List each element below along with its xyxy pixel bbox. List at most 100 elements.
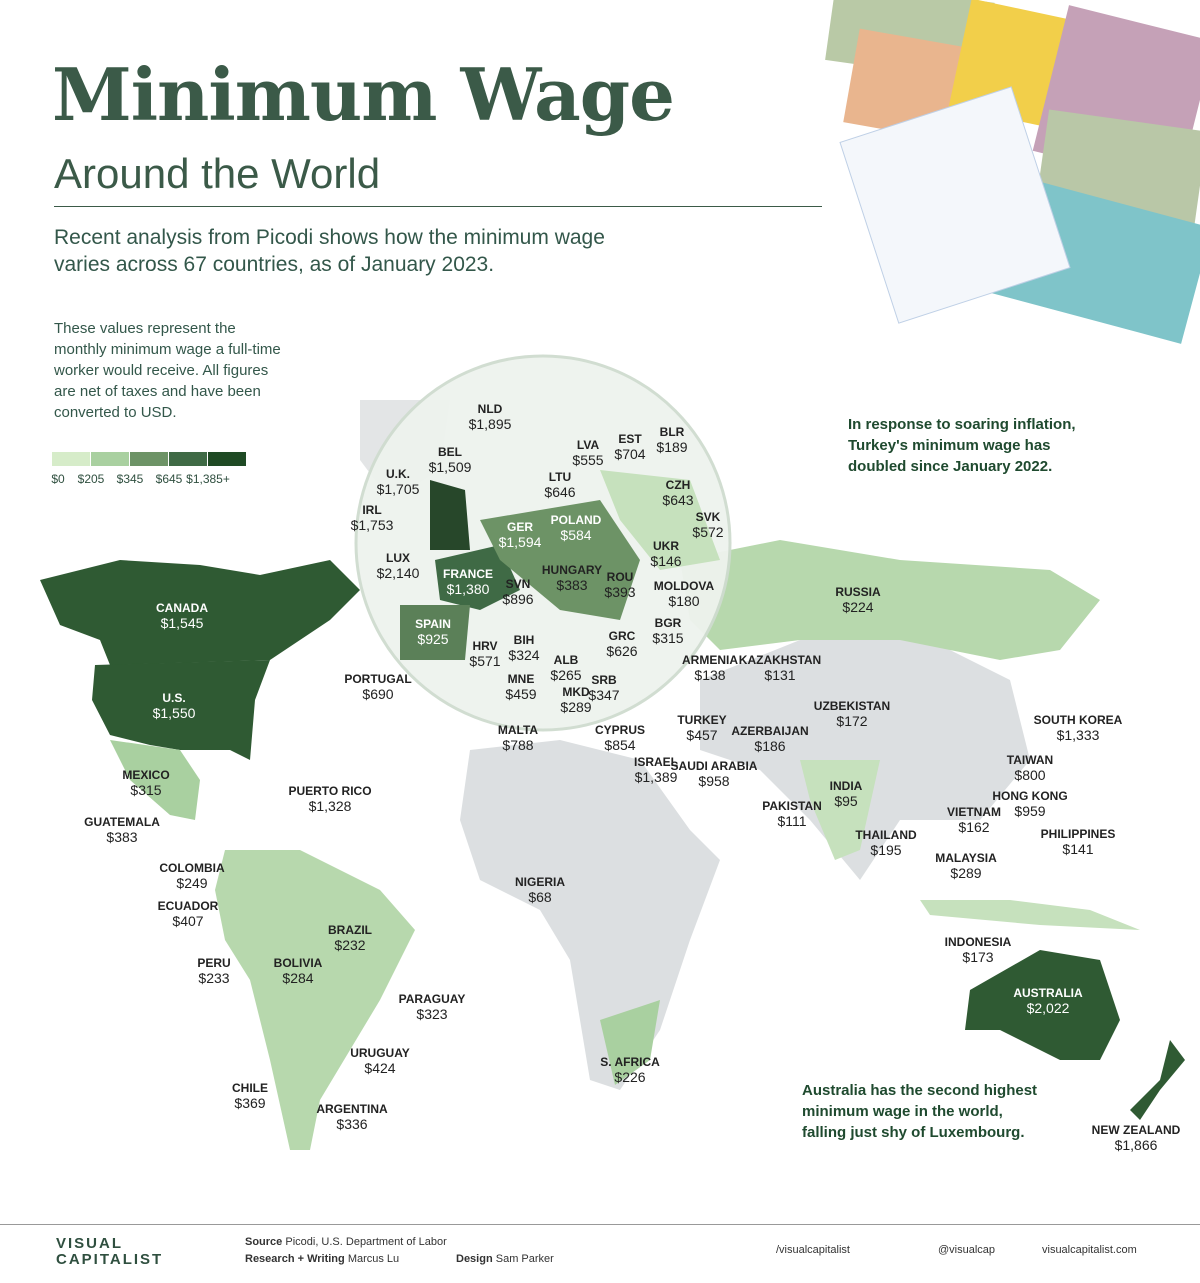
country-wage: $323 bbox=[416, 1006, 448, 1022]
country-wage: $690 bbox=[362, 686, 394, 702]
country-name: INDIA bbox=[829, 779, 863, 793]
country-label: U.S. $1,550 bbox=[153, 691, 196, 722]
country-wage: $1,545 bbox=[160, 615, 204, 631]
youtube-link[interactable]: /visualcapitalist bbox=[776, 1244, 850, 1256]
country-wage: $1,866 bbox=[1114, 1137, 1158, 1153]
new-zealand bbox=[1130, 1040, 1185, 1120]
country-wage: $138 bbox=[694, 667, 726, 683]
country-label: SAUDI ARABIA $958 bbox=[671, 759, 758, 790]
country-name: PUERTO RICO bbox=[288, 784, 372, 798]
country-label: UZBEKISTAN $172 bbox=[814, 699, 890, 730]
note: These values represent the monthly minim… bbox=[54, 320, 281, 421]
russia bbox=[680, 540, 1100, 660]
central-europe bbox=[480, 500, 640, 620]
source: Source Picodi, U.S. Department of Labor bbox=[245, 1236, 447, 1248]
country-name: RUSSIA bbox=[835, 585, 881, 599]
country-wage: $111 bbox=[777, 813, 807, 829]
country-label: THAILAND $195 bbox=[855, 828, 916, 859]
country-name: EST bbox=[618, 432, 642, 446]
country-label: SOUTH KOREA $1,333 bbox=[1034, 713, 1123, 744]
country-name: GUATEMALA bbox=[84, 815, 160, 829]
swatch bbox=[91, 452, 129, 466]
country-wage: $459 bbox=[505, 686, 537, 702]
country-name: NLD bbox=[477, 402, 503, 416]
country-name: NIGERIA bbox=[514, 875, 566, 889]
country-wage: $289 bbox=[560, 699, 592, 715]
country-wage: $1,895 bbox=[468, 416, 512, 432]
social-link[interactable]: @visualcap bbox=[938, 1244, 996, 1256]
country-name: SVN bbox=[505, 577, 531, 591]
south-africa bbox=[600, 1000, 660, 1085]
country-label: ECUADOR $407 bbox=[158, 899, 219, 930]
country-name: BIH bbox=[513, 633, 535, 647]
country-name: PERU bbox=[197, 956, 231, 970]
country-name: SAUDI ARABIA bbox=[670, 759, 758, 773]
country-wage: $141 bbox=[1062, 841, 1094, 857]
country-name: SRB bbox=[591, 673, 617, 687]
country-name: PHILIPPINES bbox=[1040, 827, 1116, 841]
country-label: LVA $555 bbox=[572, 438, 603, 469]
site-link[interactable]: visualcapitalist.com bbox=[1042, 1244, 1137, 1256]
country-name: BRAZIL bbox=[328, 923, 372, 937]
country-wage: $315 bbox=[130, 782, 162, 798]
country-label: INDONESIA $173 bbox=[945, 935, 1012, 966]
callout: Australia has the second highest minimum… bbox=[802, 1082, 1038, 1141]
country-wage: $383 bbox=[106, 829, 138, 845]
south-america bbox=[215, 850, 415, 1150]
country-wage: $180 bbox=[668, 593, 700, 609]
country-wage: $68 bbox=[528, 889, 552, 905]
country-name: PAKISTAN bbox=[762, 799, 822, 813]
country-name: PARAGUAY bbox=[398, 992, 466, 1006]
legend-label: $205 bbox=[77, 472, 105, 486]
country-label: EST $704 bbox=[614, 432, 645, 463]
country-name: UZBEKISTAN bbox=[813, 699, 891, 713]
country-name: GRC bbox=[608, 629, 636, 643]
legend: $0 $205 $345 $645 $1,385+ bbox=[51, 452, 247, 486]
legend-label: $1,385+ bbox=[186, 472, 230, 486]
country-name: CHILE bbox=[232, 1081, 268, 1095]
country-label: SVK $572 bbox=[692, 510, 723, 541]
country-wage: $1,380 bbox=[446, 581, 490, 597]
country-name: IRL bbox=[362, 503, 382, 517]
country-label: HUNGARY $383 bbox=[542, 563, 602, 594]
country-name: KAZAKHSTAN bbox=[738, 653, 822, 667]
callout: In response to soaring inflation, Turkey… bbox=[848, 416, 1076, 475]
iberia bbox=[400, 605, 470, 660]
country-name: SVK bbox=[695, 510, 721, 524]
label: Design bbox=[456, 1253, 493, 1265]
country-label: ISRAEL $1,389 bbox=[634, 755, 678, 786]
country-name: INDONESIA bbox=[944, 935, 1012, 949]
country-label: CYPRUS $854 bbox=[595, 723, 645, 754]
country-wage: $393 bbox=[604, 584, 636, 600]
country-name: ECUADOR bbox=[157, 899, 219, 913]
country-label: AZERBAIJAN $186 bbox=[731, 724, 808, 755]
country-label: MNE $459 bbox=[505, 672, 536, 703]
country-wage: $626 bbox=[606, 643, 638, 659]
country-wage: $1,328 bbox=[308, 798, 352, 814]
country-name: ARMENIA bbox=[682, 653, 738, 667]
country-label: VIETNAM $162 bbox=[947, 805, 1001, 836]
country-label: UKR $146 bbox=[650, 539, 681, 570]
country-wage: $226 bbox=[614, 1069, 646, 1085]
country-name: ISRAEL bbox=[633, 755, 679, 769]
country-label: SPAIN $925 bbox=[415, 617, 451, 648]
value: Sam Parker bbox=[495, 1253, 554, 1265]
country-name: POLAND bbox=[550, 513, 602, 527]
country-name: MOLDOVA bbox=[653, 579, 715, 593]
label: Source bbox=[245, 1236, 283, 1248]
country-wage: $896 bbox=[502, 591, 534, 607]
country-wage: $1,333 bbox=[1056, 727, 1100, 743]
country-label: HRV $571 bbox=[469, 639, 500, 670]
country-wage: $854 bbox=[604, 737, 636, 753]
swatch bbox=[130, 452, 168, 466]
country-label: IRL $1,753 bbox=[351, 503, 394, 534]
title: Minimum Wage bbox=[52, 52, 675, 137]
country-name: MEXICO bbox=[122, 768, 170, 782]
country-wage: $2,022 bbox=[1026, 1000, 1070, 1016]
swatch bbox=[208, 452, 246, 466]
country-wage: $131 bbox=[764, 667, 796, 683]
country-name: AZERBAIJAN bbox=[731, 724, 809, 738]
country-label: TURKEY $457 bbox=[677, 713, 726, 744]
value: Marcus Lu bbox=[347, 1253, 400, 1265]
